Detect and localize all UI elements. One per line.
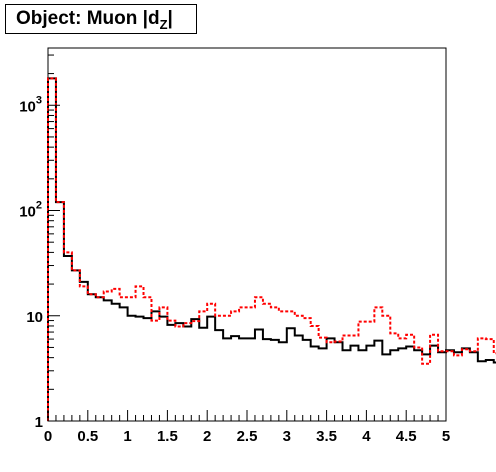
histogram-series-1 [47,77,496,421]
y-tick-label: 103 [19,94,42,115]
x-tick-label: 1.5 [157,428,178,445]
x-tick-label: 2.5 [237,428,258,445]
y-tick-label: 1 [35,414,43,431]
x-tick-label: 3 [283,428,291,445]
chart-title-subscript: Z [159,17,168,32]
x-tick-label: 2 [203,428,211,445]
x-tick-label: 0.5 [77,428,98,445]
histogram-series-2 [47,77,496,421]
chart-title-main: Object: Muon |d [16,8,160,29]
y-tick-label: 102 [19,200,42,221]
x-tick-label: 4 [362,428,371,445]
series-layer [47,77,496,421]
y-tick-label: 10 [26,309,43,326]
x-tick-label: 1 [123,428,131,445]
x-tick-label: 0 [44,428,52,445]
chart-title-end: | [167,8,173,29]
x-tick-label: 5 [442,428,450,445]
x-tick-label: 4.5 [396,428,417,445]
axis-layer: 0 0.5 1 1.5 2 2.5 3 3.5 4 4.5 5 1 10 102 103 [19,54,450,445]
plot-frame [47,47,447,422]
x-tick-label: 3.5 [316,428,337,445]
chart-title: Object: Muon |dZ| [5,4,197,34]
